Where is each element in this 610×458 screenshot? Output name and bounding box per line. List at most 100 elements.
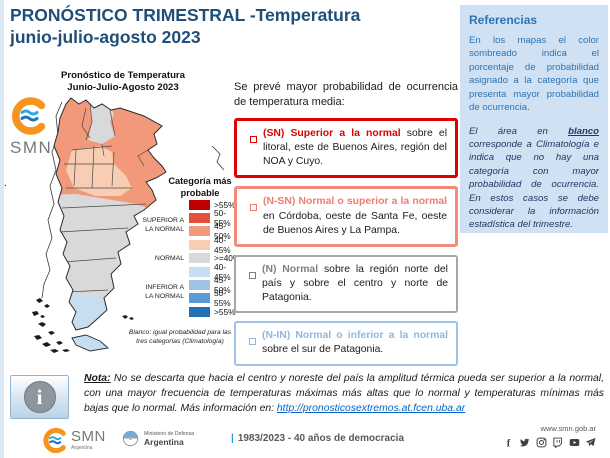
forecast-body-nsn: en Córdoba, oeste de Santa Fe, oeste de … (263, 210, 447, 236)
nota-section: i Nota: No se descarta que hacia el cent… (8, 372, 604, 419)
legend-row: 45-50% (189, 221, 240, 241)
uruguay-brazil-coast (211, 145, 225, 171)
forecast-tag-nsn: (N-SN) Normal o superior a la normal (263, 196, 447, 208)
legend-swatch (189, 293, 210, 304)
forecast-body-sn: sobre el litoral, este de Buenos Aires, … (263, 128, 447, 168)
legend-row: >55% (189, 305, 240, 318)
region-patagonia-normal (54, 194, 166, 298)
tierra-del-fuego (71, 334, 110, 352)
ministry-logo: Ministerio de Defensa Argentina (122, 430, 194, 447)
legend-row: >=40% (189, 252, 240, 265)
legend-label: 50-55% (214, 208, 231, 229)
page-title: PRONÓSTICO TRIMESTRAL -Temperatura junio… (10, 5, 455, 48)
forecast-box-sn: (SN) Superior a la normal sobre el litor… (234, 118, 458, 179)
twitch-icon[interactable] (552, 437, 563, 448)
argentina-forecast-map (32, 97, 225, 353)
references-paragraph-2: El área en blanco corresponde a Climatol… (469, 125, 599, 232)
legend-row: 40-45% (189, 262, 240, 282)
checkbox-bullet-icon (243, 127, 263, 169)
smn-logo-icon (12, 97, 46, 135)
footer-smn-text: SMN (71, 428, 106, 446)
footer-smn-logo: SMN Argentina (42, 427, 106, 454)
map-legend: >55% 50-55% 45-50% 40-45% >=40% 40-45% 4… (189, 198, 240, 319)
malvinas-islands (122, 315, 134, 320)
left-edge-strip (0, 0, 4, 458)
smn-logo-icon (43, 427, 66, 454)
legend-swatch (189, 253, 210, 264)
map-title-line1: Pronóstico de Temperatura (60, 70, 186, 81)
legend-swatch (189, 213, 210, 224)
telegram-icon[interactable] (585, 437, 596, 448)
page-title-line1: PRONÓSTICO TRIMESTRAL -Temperatura (10, 5, 361, 25)
legend-label: 50-55% (214, 288, 231, 309)
legend-swatch (189, 226, 210, 237)
legend-swatch (189, 199, 210, 210)
svg-text:f: f (506, 439, 510, 448)
nota-label: Nota: (84, 373, 111, 384)
references-title: Referencias (469, 13, 538, 27)
legend-row: >55% (189, 198, 240, 211)
stray-dot: . (4, 178, 7, 189)
legend-label: 45-50% (214, 221, 231, 242)
forecast-box-nsn-text: (N-SN) Normal o superior a la normal en … (263, 195, 447, 237)
legend-label: >=40% (214, 253, 241, 264)
forecast-box-nsn: (N-SN) Normal o superior a la normal en … (234, 186, 458, 247)
nota-link[interactable]: http://pronosticosextremos.at.fcen.uba.a… (276, 402, 466, 414)
democracy-text: | 1983/2023 - 40 años de democracia (231, 433, 404, 444)
footer-smn-sub: Argentina (71, 444, 93, 451)
forecast-box-nin: (N-IN) Normal o inferior a la normal sob… (234, 321, 458, 366)
legend-group-superior: SUPERIOR A LA NORMAL (142, 217, 184, 234)
forecast-intro: Se prevé mayor probabilidad de ocurrenci… (234, 81, 458, 108)
smn-logo-text: SMN (10, 138, 53, 157)
references-paragraph-1: En los mapas el color sombreado indica e… (469, 35, 599, 114)
democracy-pipe: | (231, 433, 234, 444)
smn-logo: SMN (10, 96, 60, 158)
footer-web-block: www.smn.gob.ar f (503, 424, 597, 448)
references-paragraph-2-post: corresponde a Climatología e indica que … (469, 138, 599, 231)
references-blanco-word: blanco (568, 125, 599, 137)
checkbox-bullet-icon (242, 329, 262, 357)
references-panel: Referencias En los mapas el color sombre… (460, 5, 608, 233)
legend-swatch (189, 280, 210, 291)
region-center-above-light (66, 146, 132, 196)
province-borders (59, 103, 149, 293)
instagram-icon[interactable] (536, 437, 547, 448)
forecast-body-nin: sobre el sur de Patagonia. (262, 344, 384, 356)
legend-title: Categoría más probable (168, 176, 232, 198)
legend-row: 45-50% (189, 275, 240, 295)
forecast-box-nin-text: (N-IN) Normal o inferior a la normal sob… (262, 329, 448, 357)
website-url: www.smn.gob.ar (540, 424, 596, 433)
social-icons: f (503, 437, 597, 448)
references-paragraph-2-pre: El área en (469, 125, 569, 137)
forecast-box-n: (N) Normal sobre la región norte del paí… (234, 254, 458, 314)
info-circle-glyph: i (23, 381, 56, 413)
map-title-line2: Junio-Julio-Agosto 2023 (67, 82, 179, 94)
facebook-icon[interactable]: f (503, 437, 514, 448)
legend-label: 40-45% (214, 261, 231, 282)
legend-row: 50-55% (189, 288, 240, 308)
ministry-line2: Argentina (144, 436, 184, 447)
footer: SMN Argentina Ministerio de Defensa Arge… (0, 420, 610, 458)
map-title: Pronóstico de Temperatura Junio-Julio-Ag… (28, 70, 218, 95)
forecast-body-n: sobre la región norte del país y sobre e… (262, 263, 448, 304)
twitter-icon[interactable] (519, 437, 530, 448)
youtube-icon[interactable] (569, 437, 580, 448)
checkbox-bullet-icon (243, 195, 263, 237)
forecast-tag-sn: (SN) Superior a la normal (263, 128, 401, 140)
legend-group-inferior: INFERIOR A LA NORMAL (145, 284, 184, 301)
nota-body: No se descarta que hacia el centro y nor… (84, 373, 604, 414)
legend-label: >55% (214, 306, 236, 317)
chilean-fjords-islands (32, 298, 70, 353)
forecast-tag-n: (N) Normal (262, 263, 319, 275)
legend-swatch (189, 239, 210, 250)
map-panel: Pronóstico de Temperatura Junio-Julio-Ag… (4, 66, 240, 366)
page-title-line2: junio-julio-agosto 2023 (10, 26, 201, 47)
checkbox-bullet-icon (242, 263, 262, 305)
legend-label: >55% (214, 199, 236, 210)
legend-swatch (189, 306, 210, 317)
legend-group-normal: NORMAL (154, 255, 184, 262)
nota-text: Nota: No se descarta que hacia el centro… (84, 372, 604, 416)
info-icon: i (10, 375, 69, 419)
legend-swatch (189, 266, 210, 277)
